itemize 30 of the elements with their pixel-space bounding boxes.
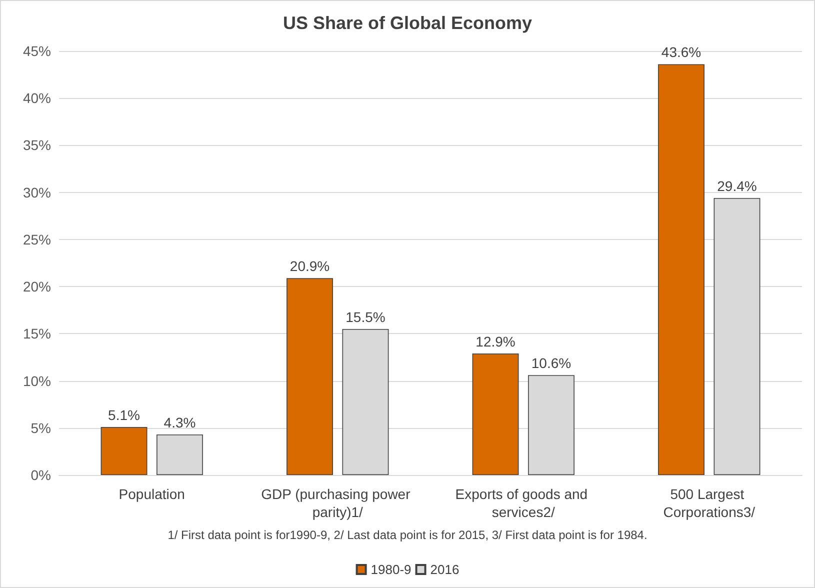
text: 1/ First data point is for1990-9, 2/ Last data point is for 2015, 3/ First data point is for 1984.: [168, 528, 648, 542]
data-label: 12.9%: [476, 333, 516, 350]
x-tick-label: 500 Largest Corporations3/: [663, 486, 756, 520]
bar: [472, 353, 519, 475]
data-label: 15.5%: [346, 308, 386, 325]
y-tick-label: 25%: [22, 231, 51, 248]
y-tick-label: 30%: [22, 184, 51, 200]
bar: [100, 426, 148, 475]
data-label: 29.4%: [717, 178, 757, 194]
data-label: 43.6%: [661, 44, 702, 60]
x-tick-label: Population: [118, 486, 185, 502]
data-label: 10.6%: [531, 355, 572, 372]
bar: [286, 278, 333, 475]
legend-label: 1980-9: [370, 562, 412, 577]
y-tick-label: 5%: [30, 420, 51, 436]
chart-title: US Share of Global Economy: [282, 13, 532, 33]
y-tick-label: 10%: [22, 372, 51, 389]
y-tick-label: 0%: [30, 467, 51, 483]
y-tick-label: 20%: [22, 278, 51, 295]
y-tick-label: 15%: [22, 326, 51, 342]
data-label: 20.9%: [290, 258, 330, 274]
y-tick-label: 45%: [22, 43, 51, 59]
y-tick-label: 40%: [22, 90, 51, 106]
x-tick-label: Exports of goods and services2/: [455, 486, 592, 520]
bar: [658, 64, 704, 475]
data-label: 4.3%: [164, 414, 196, 430]
x-tick-label: GDP (purchasing power parity)1/: [261, 486, 414, 520]
y-tick-label: 35%: [22, 137, 51, 154]
data-label: 5.1%: [108, 406, 140, 423]
legend-label: 2016: [430, 562, 460, 577]
